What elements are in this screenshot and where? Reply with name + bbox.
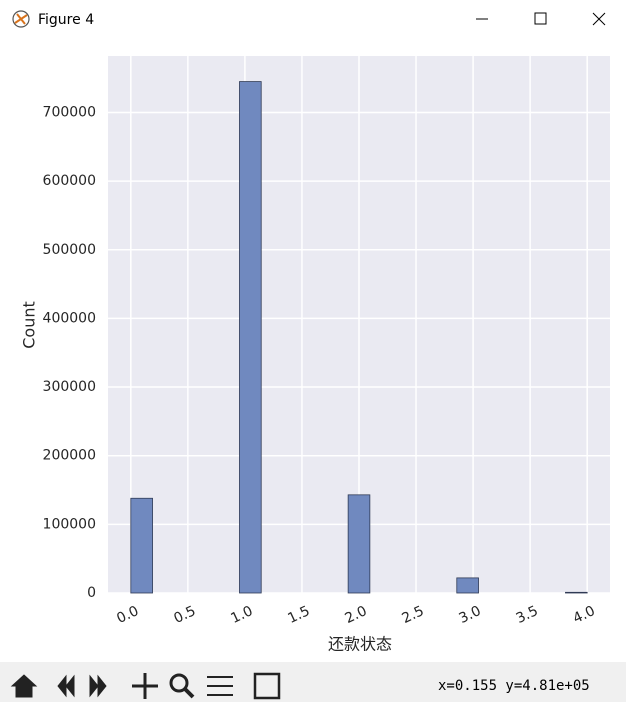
save-button[interactable]	[253, 672, 281, 700]
bar	[565, 591, 588, 594]
close-button[interactable]	[592, 12, 606, 26]
y-tick-label: 0	[87, 585, 96, 601]
y-tick-label: 200000	[43, 448, 96, 464]
x-tick-label: 1.5	[285, 603, 312, 627]
configure-button[interactable]	[207, 676, 233, 696]
y-tick-label: 100000	[43, 516, 96, 532]
toolbar-buttons	[10, 672, 281, 700]
toolbar	[0, 662, 626, 702]
home-button[interactable]	[10, 674, 38, 698]
x-tick-label: 3.5	[514, 603, 541, 627]
y-tick-label: 300000	[43, 379, 96, 395]
x-tick-label: 0.0	[114, 603, 141, 627]
forward-button[interactable]	[89, 674, 107, 698]
window-title: Figure 4	[38, 12, 94, 28]
x-tick-label: 3.0	[457, 603, 484, 627]
x-axis-label: 还款状态	[328, 635, 392, 654]
back-button[interactable]	[57, 674, 75, 698]
zoom-button[interactable]	[169, 673, 189, 693]
y-tick-label: 600000	[43, 173, 96, 189]
x-tick-label: 0.5	[171, 603, 198, 627]
bar	[347, 494, 371, 594]
y-tick-label: 500000	[43, 242, 96, 258]
status-text: x=0.155 y=4.81e+05	[438, 678, 590, 694]
x-tick-label: 4.0	[571, 603, 598, 627]
y-axis-label: Count	[20, 301, 39, 349]
maximize-button[interactable]	[534, 12, 547, 25]
bar	[130, 497, 153, 594]
x-tick-label: 2.5	[400, 603, 427, 627]
pan-button[interactable]	[132, 673, 158, 699]
x-tick-label: 1.0	[228, 603, 255, 627]
bar	[456, 577, 479, 594]
y-tick-label: 700000	[43, 104, 96, 120]
title-bar	[0, 0, 626, 38]
y-tick-label: 400000	[43, 310, 96, 326]
app-icon-mark	[14, 13, 28, 25]
bar	[239, 81, 262, 594]
zoom-handle	[183, 687, 195, 699]
x-tick-label: 2.0	[343, 603, 370, 627]
